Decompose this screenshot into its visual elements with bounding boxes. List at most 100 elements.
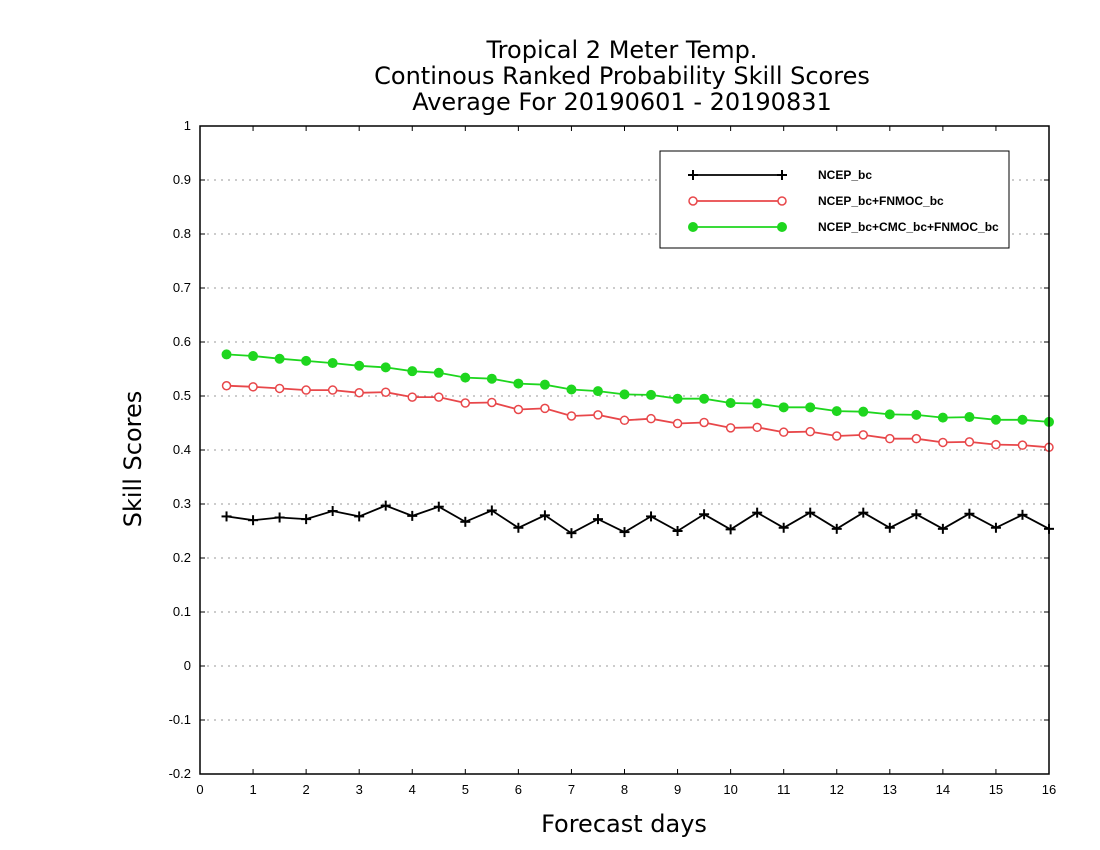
data-point <box>619 415 630 426</box>
data-point <box>911 433 922 444</box>
y-tick-label: 0.4 <box>173 442 191 457</box>
data-point <box>699 417 709 428</box>
legend-label: NCEP_bc+FNMOC_bc <box>818 194 944 208</box>
data-point <box>327 358 338 369</box>
data-point <box>566 384 577 395</box>
data-point <box>593 410 603 420</box>
x-tick-label: 16 <box>1042 782 1056 797</box>
data-point <box>752 398 763 409</box>
data-point <box>407 392 417 402</box>
y-tick-label: 0.1 <box>173 604 191 619</box>
data-point <box>990 414 1001 425</box>
legend-marker <box>688 196 698 206</box>
legend-item-1: NCEP_bc <box>688 168 872 182</box>
data-point <box>301 385 311 395</box>
data-point <box>805 426 815 437</box>
x-tick-label: 7 <box>568 782 575 797</box>
y-tick-label: 0.5 <box>173 388 191 403</box>
y-tick-label: -0.2 <box>169 766 191 781</box>
gridlines <box>200 179 1049 721</box>
data-point <box>699 393 710 404</box>
series-1 <box>221 500 1054 539</box>
legend-box <box>659 150 1010 249</box>
data-point <box>486 373 497 384</box>
data-point <box>646 413 656 424</box>
data-point <box>911 409 922 420</box>
data-point <box>831 406 842 417</box>
data-point <box>832 431 842 441</box>
data-point <box>433 367 444 378</box>
x-tick-label: 8 <box>621 782 628 797</box>
data-point <box>380 387 391 397</box>
data-point <box>858 430 869 440</box>
data-point <box>884 409 895 420</box>
legend-item-2: NCEP_bc+FNMOC_bc <box>688 194 944 208</box>
series-line <box>226 504 1050 535</box>
title-line-1: Tropical 2 Meter Temp. <box>486 36 758 64</box>
legend-marker <box>777 222 787 232</box>
x-tick-label: 10 <box>723 782 737 797</box>
y-tick-label: 0.6 <box>173 334 191 349</box>
series-2 <box>221 380 1054 453</box>
data-point <box>752 422 762 433</box>
legend-marker <box>688 222 698 232</box>
y-tick-label: 0.9 <box>173 172 191 187</box>
x-tick-label: 15 <box>989 782 1003 797</box>
x-tick-label: 9 <box>674 782 681 797</box>
data-point <box>937 412 948 423</box>
data-point <box>991 439 1001 450</box>
data-point <box>592 386 603 397</box>
data-point <box>858 406 869 417</box>
data-point <box>619 389 630 400</box>
title-line-3: Average For 20190601 - 20190831 <box>412 88 832 116</box>
data-point <box>646 389 657 400</box>
x-tick-label: 13 <box>883 782 897 797</box>
data-point <box>725 423 736 433</box>
y-axis-label: Skill Scores <box>119 391 147 528</box>
data-point <box>1017 414 1028 425</box>
y-tick-label: -0.1 <box>169 712 191 727</box>
data-point <box>778 427 789 437</box>
legend-marker <box>777 196 787 206</box>
series-line <box>226 353 1050 423</box>
x-tick-label: 14 <box>936 782 950 797</box>
y-tick-label: 0.7 <box>173 280 191 295</box>
title-line-2: Continous Ranked Probability Skill Score… <box>374 62 870 90</box>
data-point <box>434 392 444 402</box>
data-point <box>301 355 312 366</box>
data-point <box>540 403 550 414</box>
x-tick-label: 1 <box>249 782 256 797</box>
data-point <box>354 360 365 371</box>
data-point <box>566 411 577 421</box>
data-point <box>672 393 683 404</box>
x-tick-label: 12 <box>830 782 844 797</box>
axes: -0.2-0.100.10.20.30.40.50.60.70.80.910 1 2… <box>169 118 1057 797</box>
plot-frame <box>199 125 1050 775</box>
data-point <box>778 402 789 413</box>
data-point <box>539 379 550 390</box>
data-point <box>380 362 391 373</box>
x-tick-label: 11 <box>777 782 791 797</box>
data-point <box>513 378 524 389</box>
data-point <box>274 353 285 364</box>
data-point <box>221 380 232 391</box>
data-point <box>327 385 338 395</box>
y-tick-label: 0.2 <box>173 550 191 565</box>
data-point <box>513 404 524 415</box>
data-point <box>460 398 471 408</box>
data-point <box>354 388 364 398</box>
legend: NCEP_bc NCEP_bc+FNMOC_bc NCEP_bc+CMC_bc+FN… <box>659 150 1010 249</box>
data-point <box>725 398 736 409</box>
y-tick-label: 0.3 <box>173 496 191 511</box>
data-point <box>964 437 975 447</box>
legend-item-3: NCEP_bc+CMC_bc+FNMOC_bc <box>688 220 999 234</box>
data-point <box>885 433 895 444</box>
data-point <box>460 372 471 383</box>
series-3 <box>221 349 1054 427</box>
x-tick-label: 4 <box>409 782 416 797</box>
y-tick-label: 1 <box>184 118 191 133</box>
data-point <box>407 366 418 377</box>
x-tick-label: 6 <box>515 782 522 797</box>
chart-title: Tropical 2 Meter Temp. Continous Ranked … <box>374 36 870 116</box>
data-point <box>1017 440 1028 450</box>
